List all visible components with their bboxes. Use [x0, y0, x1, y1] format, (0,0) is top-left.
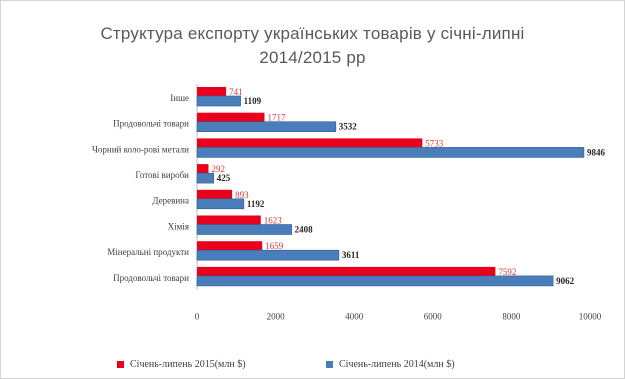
category-label: Інше — [170, 93, 189, 103]
bar-2014 — [196, 275, 554, 287]
data-label-2015: 1717 — [267, 113, 286, 123]
data-label-2015: 292 — [211, 164, 225, 174]
bar-2015 — [197, 266, 496, 277]
legend-swatch-2015 — [117, 361, 124, 369]
x-tick-label: 0 — [195, 312, 200, 322]
data-label-2014: 3611 — [342, 250, 360, 260]
bar-2015 — [197, 87, 227, 97]
chart-title-line-2: 2014/2015 рр — [259, 48, 366, 67]
bar-2014 — [196, 249, 340, 261]
bar-2015 — [197, 215, 261, 226]
legend-item-2014: Січень-липень 2014(млн $) — [326, 359, 455, 370]
category-label: Мінеральні продукти — [107, 247, 189, 257]
bar-2015 — [197, 241, 263, 252]
bar-2014 — [196, 147, 585, 158]
category-label: Продовольчі товари — [113, 119, 189, 129]
category-label: Продовольчі товари — [113, 273, 189, 283]
bar-2015 — [197, 164, 209, 175]
data-label-2015: 1659 — [265, 241, 284, 251]
data-label-2015: 893 — [235, 190, 249, 200]
data-label-2014: 3532 — [339, 122, 358, 132]
bar-2014 — [196, 172, 215, 184]
chart-title-line-1: Структура експорту українських товарів у… — [100, 24, 525, 43]
data-label-2015: 7592 — [498, 267, 516, 277]
bar-2015 — [197, 112, 265, 123]
bar-2014 — [196, 121, 337, 132]
data-label-2014: 425 — [217, 173, 231, 183]
legend-item-2015: Січень-липень 2015(млн $) — [117, 359, 246, 370]
data-label-2015: 1623 — [264, 216, 283, 226]
x-tick-label: 8000 — [502, 312, 521, 322]
data-label-2014: 2408 — [295, 225, 314, 235]
legend-label-2015: Січень-липень 2015(млн $) — [130, 359, 246, 370]
data-label-2015: 5733 — [425, 138, 444, 148]
bar-2014 — [196, 95, 241, 107]
bar-2014 — [196, 224, 292, 235]
category-label: Деревина — [152, 196, 189, 206]
category-label: Хімія — [168, 221, 189, 231]
data-label-2014: 1192 — [247, 199, 265, 209]
data-label-2015: 741 — [229, 87, 243, 97]
x-tick-label: 10000 — [579, 312, 602, 322]
x-tick-label: 4000 — [345, 312, 364, 322]
data-label-2014: 9846 — [587, 147, 606, 157]
data-label-2014: 1109 — [244, 96, 262, 106]
bar-2015 — [197, 138, 423, 149]
legend-label-2014: Січень-липень 2014(млн $) — [339, 359, 455, 370]
data-label-2014: 9062 — [556, 276, 575, 286]
legend-swatch-2014 — [326, 361, 333, 369]
legend: Січень-липень 2015(млн $) Січень-липень … — [0, 356, 625, 374]
bar-2015 — [197, 189, 233, 200]
bar-2014 — [196, 198, 245, 210]
x-tick-label: 6000 — [424, 312, 443, 322]
x-tick-label: 2000 — [267, 312, 286, 322]
category-label: Чорний коло-рові метали — [92, 144, 189, 154]
category-label: Готові вироби — [135, 170, 189, 180]
